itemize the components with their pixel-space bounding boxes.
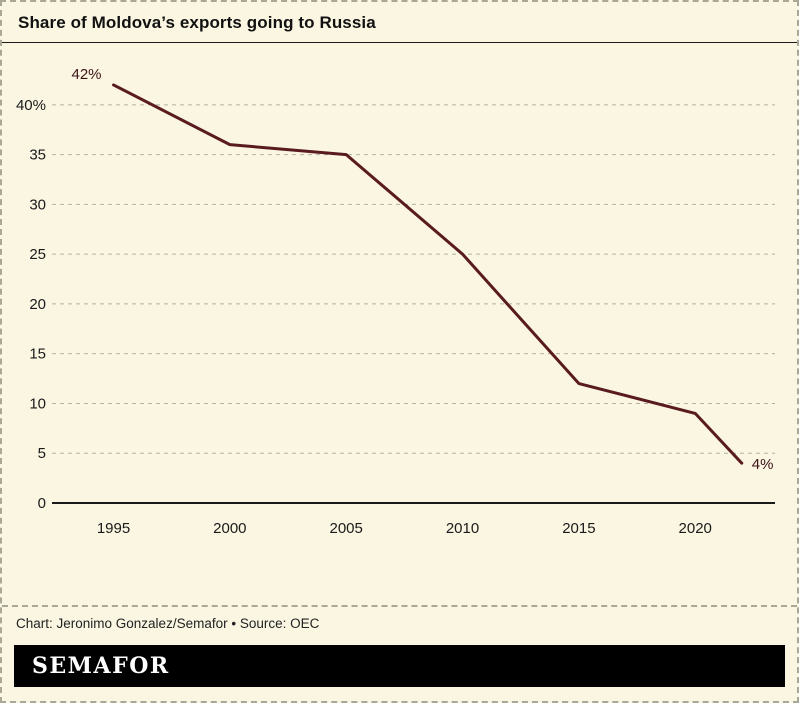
chart-header: Share of Moldova’s exports going to Russ… [2, 2, 797, 43]
x-tick-label: 2010 [446, 520, 479, 537]
y-tick-label: 35 [29, 147, 46, 164]
x-tick-label: 2020 [679, 520, 712, 537]
y-tick-label: 20 [29, 296, 46, 313]
x-tick-label: 1995 [97, 520, 130, 537]
semafor-logo-text: SEMAFOR [32, 653, 170, 679]
chart-bottom-spacer [2, 550, 797, 605]
y-tick-label: 30 [29, 196, 46, 213]
data-line [112, 83, 744, 465]
data-label: 42% [71, 66, 101, 83]
y-tick-label: 15 [29, 346, 46, 363]
y-tick-label: 5 [38, 445, 46, 462]
semafor-logo-bar: SEMAFOR [14, 645, 785, 687]
chart-title: Share of Moldova’s exports going to Russ… [18, 13, 376, 32]
data-label: 4% [752, 456, 774, 473]
y-tick-label: 0 [38, 495, 46, 512]
x-tick-label: 2005 [330, 520, 363, 537]
line-chart-svg: 0 5 10 15 20 25 30 35 40% 1995 2000 2005 2010 2015 202… [16, 66, 775, 537]
credit-bar: Chart: Jeronimo Gonzalez/Semafor • Sourc… [2, 605, 797, 639]
credit-text: Chart: Jeronimo Gonzalez/Semafor • Sourc… [16, 616, 320, 631]
y-tick-label: 10 [29, 395, 46, 412]
line-chart: 0 5 10 15 20 25 30 35 40% 1995 2000 2005 2010 2015 202… [2, 43, 797, 550]
y-tick-label: 40% [16, 97, 46, 114]
y-tick-label: 25 [29, 246, 46, 263]
x-tick-label: 2015 [562, 520, 595, 537]
x-tick-label: 2000 [213, 520, 246, 537]
